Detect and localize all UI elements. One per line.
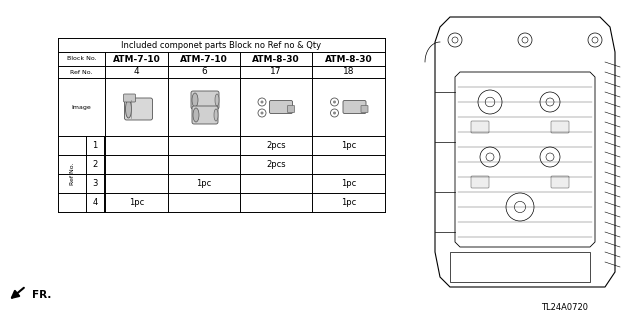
Text: Block No.: Block No. — [67, 56, 96, 62]
Text: Included componet parts Block no Ref no & Qty: Included componet parts Block no Ref no … — [122, 41, 321, 49]
Text: 2: 2 — [92, 160, 98, 169]
Text: Ref No.: Ref No. — [70, 163, 74, 185]
Text: FR.: FR. — [32, 290, 51, 300]
Text: 1: 1 — [92, 141, 98, 150]
Circle shape — [260, 112, 264, 115]
Text: TL24A0720: TL24A0720 — [541, 303, 589, 313]
Text: 2pcs: 2pcs — [266, 160, 286, 169]
Text: 6: 6 — [201, 68, 207, 77]
Text: 3: 3 — [92, 179, 98, 188]
FancyBboxPatch shape — [361, 106, 368, 113]
Text: ATM-7-10: ATM-7-10 — [113, 55, 161, 63]
Ellipse shape — [214, 109, 218, 121]
Circle shape — [260, 100, 264, 103]
Ellipse shape — [125, 100, 131, 118]
Text: 17: 17 — [270, 68, 282, 77]
Text: 1pc: 1pc — [129, 198, 144, 207]
Text: ATM-7-10: ATM-7-10 — [180, 55, 228, 63]
Ellipse shape — [192, 93, 198, 107]
FancyBboxPatch shape — [551, 176, 569, 188]
Circle shape — [333, 112, 336, 115]
Text: 18: 18 — [343, 68, 355, 77]
Ellipse shape — [193, 108, 199, 122]
FancyBboxPatch shape — [192, 106, 218, 124]
Text: 2pcs: 2pcs — [266, 141, 286, 150]
Text: 1pc: 1pc — [341, 198, 356, 207]
FancyBboxPatch shape — [287, 106, 294, 113]
FancyBboxPatch shape — [551, 121, 569, 133]
Text: 1pc: 1pc — [341, 179, 356, 188]
FancyBboxPatch shape — [269, 100, 292, 114]
FancyBboxPatch shape — [191, 91, 219, 109]
Circle shape — [333, 100, 336, 103]
Text: Ref No.: Ref No. — [70, 70, 93, 75]
Text: 4: 4 — [134, 68, 140, 77]
Text: ATM-8-30: ATM-8-30 — [252, 55, 300, 63]
FancyBboxPatch shape — [471, 176, 489, 188]
Text: 1pc: 1pc — [196, 179, 212, 188]
Text: 1pc: 1pc — [341, 141, 356, 150]
FancyBboxPatch shape — [124, 94, 136, 102]
FancyBboxPatch shape — [125, 98, 152, 120]
Text: Image: Image — [72, 105, 92, 109]
FancyBboxPatch shape — [343, 100, 366, 114]
Ellipse shape — [215, 94, 219, 106]
Text: 4: 4 — [92, 198, 98, 207]
FancyBboxPatch shape — [471, 121, 489, 133]
Text: ATM-8-30: ATM-8-30 — [324, 55, 372, 63]
